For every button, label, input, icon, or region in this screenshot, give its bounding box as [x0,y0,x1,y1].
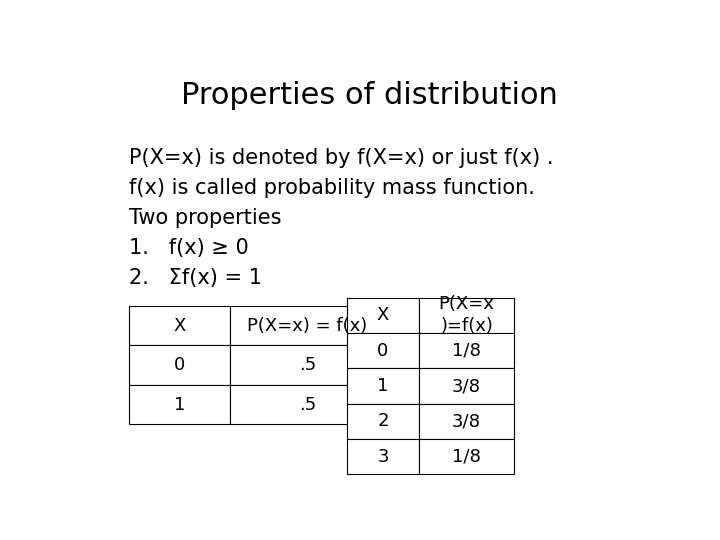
Text: 3/8: 3/8 [452,377,481,395]
Text: Two properties: Two properties [129,208,282,228]
Text: 1/8: 1/8 [452,448,481,465]
Text: 1: 1 [377,377,389,395]
Bar [347,404,419,439]
Text: 1: 1 [174,396,185,414]
Text: 3/8: 3/8 [452,413,481,430]
Text: Properties of distribution: Properties of distribution [181,82,557,111]
Text: P(X=x
)=f(x): P(X=x )=f(x) [438,295,495,335]
Bar [230,306,386,346]
Bar [419,439,514,474]
Bar [419,333,514,368]
Bar [419,298,514,333]
Bar [230,346,386,385]
Text: .5: .5 [299,356,316,374]
Bar [347,439,419,474]
Text: 3: 3 [377,448,389,465]
Bar [347,298,419,333]
Text: 0: 0 [377,342,389,360]
Bar [419,404,514,439]
Text: P(X=x) is denoted by f(X=x) or just f(x) .: P(X=x) is denoted by f(X=x) or just f(x)… [129,148,554,168]
Bar [129,306,230,346]
Text: 0: 0 [174,356,185,374]
Text: X: X [173,317,186,335]
Bar [129,385,230,424]
Bar [347,368,419,404]
Text: 2: 2 [377,413,389,430]
Bar [347,333,419,368]
Bar [230,385,386,424]
Text: P(X=x) = f(x): P(X=x) = f(x) [248,317,368,335]
Text: X: X [377,306,389,325]
Text: 1.   f(x) ≥ 0: 1. f(x) ≥ 0 [129,238,249,258]
Bar [129,346,230,385]
Bar [419,368,514,404]
Text: 2.   Σf(x) = 1: 2. Σf(x) = 1 [129,268,262,288]
Text: .5: .5 [299,396,316,414]
Text: f(x) is called probability mass function.: f(x) is called probability mass function… [129,178,535,198]
Text: 1/8: 1/8 [452,342,481,360]
